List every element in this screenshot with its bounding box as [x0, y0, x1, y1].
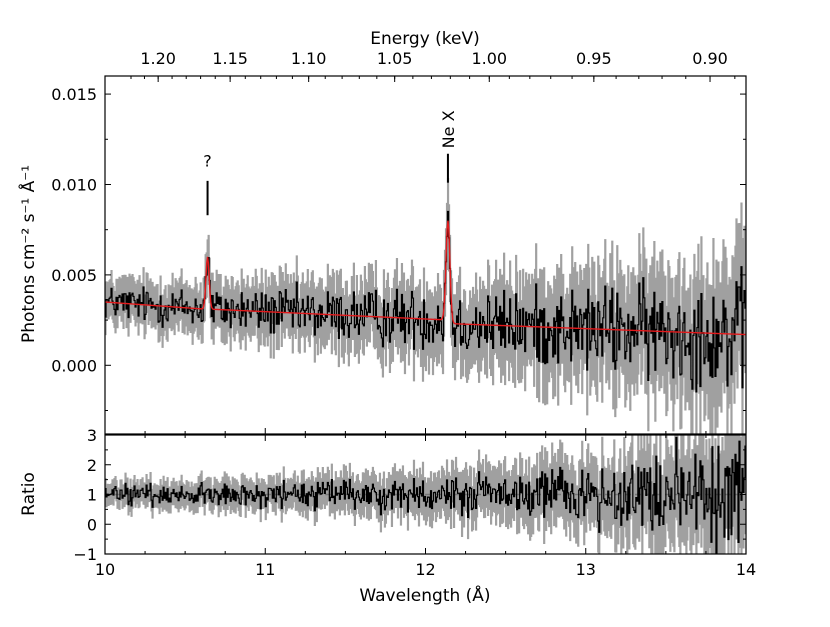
y-axis-title-spectrum: Photons cm⁻² s⁻¹ Å⁻¹ [17, 165, 39, 343]
annotation-label-0: ? [203, 151, 212, 170]
x-tick-label-3: 13 [576, 560, 596, 579]
top-energy-tick-label-3: 1.05 [377, 49, 413, 68]
top-energy-tick-label-6: 0.90 [692, 49, 728, 68]
x-tick-label-0: 10 [95, 560, 115, 579]
x-axis-title: Wavelength (Å) [359, 584, 490, 606]
spectrum-panel: ? Ne X 0.000 0.005 0.010 0.015 1.20 1.15 1.10 1.0… [51, 49, 747, 435]
top-energy-tick-label-2: 1.10 [291, 49, 327, 68]
ratio-ytick-label-2: 1 [87, 486, 97, 505]
annotation-label-1: Ne X [439, 110, 458, 148]
spectrum-ytick-label-1: 0.005 [51, 266, 97, 285]
top-axis-title: Energy (keV) [370, 29, 480, 49]
y-axis-title-ratio: Ratio [19, 472, 39, 516]
ratio-ytick-label-4: 3 [87, 426, 97, 445]
spectrum-ytick-label-0: 0.000 [51, 356, 97, 375]
spectrum-ytick-label-3: 0.015 [51, 85, 97, 104]
ratio-ytick-label-1: 0 [87, 515, 97, 534]
ratio-ytick-label-0: −1 [73, 545, 97, 564]
x-tick-label-4: 14 [736, 560, 756, 579]
ratio-ytick-label-3: 2 [87, 456, 97, 475]
spectrum-ytick-label-2: 0.010 [51, 175, 97, 194]
top-energy-tick-label-0: 1.20 [140, 49, 176, 68]
top-energy-tick-label-1: 1.15 [212, 49, 248, 68]
top-energy-tick-label-4: 1.00 [471, 49, 507, 68]
spectrum-data-line [105, 210, 746, 393]
x-tick-label-1: 11 [255, 560, 275, 579]
ratio-data-line [105, 436, 746, 554]
top-energy-tick-label-5: 0.95 [576, 49, 612, 68]
spectrum-frame [104, 75, 747, 435]
spectrum-model-line [105, 220, 746, 336]
x-tick-label-2: 12 [415, 560, 435, 579]
